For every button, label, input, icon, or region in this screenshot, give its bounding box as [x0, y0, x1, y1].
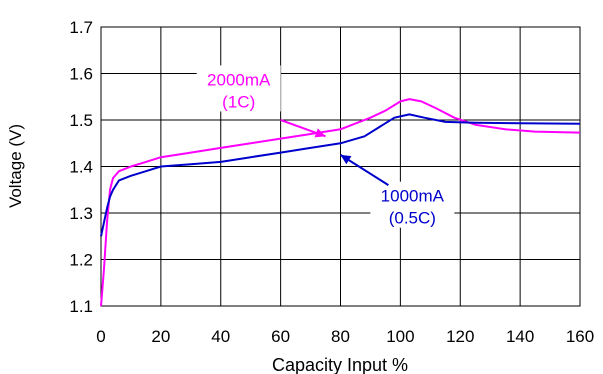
y-tick-label: 1.5 [69, 111, 93, 130]
x-tick-label: 160 [566, 327, 594, 346]
annotation-bg [370, 181, 455, 228]
x-tick-label: 0 [96, 327, 105, 346]
x-tick-label: 20 [151, 327, 170, 346]
x-axis-label: Capacity Input % [272, 355, 408, 374]
annotation-line2: (0.5C) [389, 209, 436, 228]
ticks: 1.1 1.2 1.3 1.4 1.5 1.6 1.7 0 20 40 60 80 100 120 140 1… [69, 18, 594, 346]
y-tick-label: 1.1 [69, 297, 93, 316]
y-axis-label: Voltage (V) [6, 124, 25, 208]
annotation-line1: 2000mA [207, 70, 271, 89]
x-tick-label: 40 [211, 327, 230, 346]
series-line-1 [100, 113, 581, 237]
annotation-line2: (1C) [222, 92, 255, 111]
annotation-bg [196, 65, 281, 112]
series-group [100, 98, 581, 307]
series-line-0 [100, 98, 581, 307]
x-tick-label: 120 [446, 327, 474, 346]
y-tick-label: 1.3 [69, 204, 93, 223]
annotation-line1: 1000mA [381, 187, 445, 206]
x-tick-label: 100 [386, 327, 414, 346]
annotations: 2000mA (1C) 1000mA (0.5C) [196, 65, 455, 228]
annotation-arrowhead [314, 128, 326, 138]
y-tick-label: 1.7 [69, 18, 93, 37]
y-tick-label: 1.2 [69, 251, 93, 270]
x-tick-label: 60 [271, 327, 290, 346]
annotation-arrowhead [340, 154, 352, 165]
y-tick-label: 1.4 [69, 158, 93, 177]
x-tick-label: 80 [331, 327, 350, 346]
y-tick-label: 1.6 [69, 65, 93, 84]
x-tick-label: 140 [506, 327, 534, 346]
